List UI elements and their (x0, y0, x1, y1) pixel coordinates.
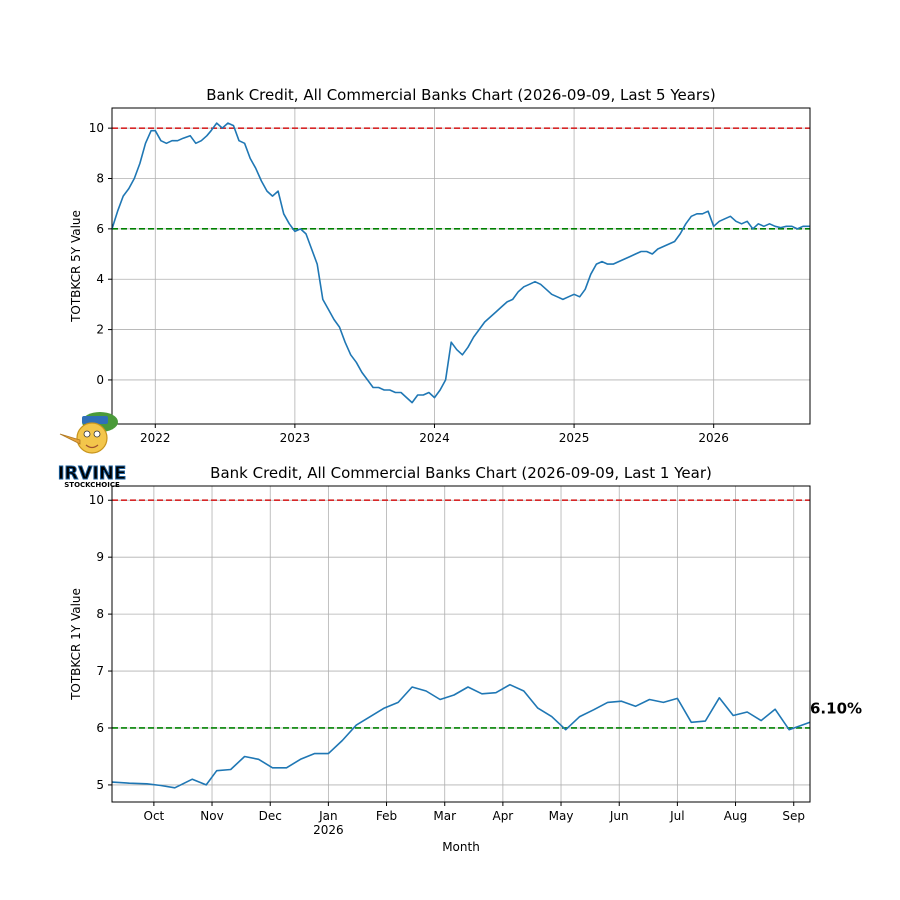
y-tick-label: 6 (96, 721, 104, 735)
logo-nose-icon (59, 433, 81, 445)
x-tick-label: Jun (609, 809, 629, 823)
x-tick-label: May (549, 809, 574, 823)
x-tick-label: Dec (259, 809, 282, 823)
plot-frame (111, 485, 811, 803)
x-tick-label: Sep (782, 809, 805, 823)
y-axis-label: TOTBKCR 5Y Value (69, 210, 83, 323)
x-tick-label: Feb (376, 809, 397, 823)
x-tick-label: Apr (492, 809, 513, 823)
y-tick-label: 4 (96, 272, 104, 286)
logo-subtext: STOCKCHOICE (64, 481, 120, 489)
y-tick-label: 10 (89, 121, 104, 135)
x-tick-label: Nov (200, 809, 223, 823)
y-tick-label: 7 (96, 664, 104, 678)
series-line (111, 683, 811, 789)
x-tick-label: Oct (144, 809, 165, 823)
logo-face-icon (76, 422, 108, 454)
y-tick-label: 8 (96, 172, 104, 186)
x-tick-label: 2024 (419, 431, 450, 445)
y-tick-label: 10 (89, 493, 104, 507)
x-tick-label: 2022 (140, 431, 171, 445)
logo-text: IRVINE (58, 463, 127, 484)
chart-title: Bank Credit, All Commercial Banks Chart … (206, 86, 716, 104)
x-tick-label: 2026 (698, 431, 729, 445)
x-tick-label: Mar (433, 809, 456, 823)
x-tick-label: Jan (318, 809, 338, 823)
x-tick-sublabel: 2026 (313, 823, 344, 837)
last-value-label: 6.10% (810, 699, 862, 717)
x-tick-label: Jul (669, 809, 684, 823)
logo-eye-icon (93, 430, 101, 438)
chart-title: Bank Credit, All Commercial Banks Chart … (210, 464, 712, 482)
x-axis-label: Month (442, 840, 480, 854)
logo-eye-icon (83, 430, 91, 438)
x-tick-label: Aug (724, 809, 747, 823)
series-line (111, 122, 810, 404)
y-tick-label: 9 (96, 550, 104, 564)
logo-hat-band-icon (82, 416, 108, 424)
y-axis-label: TOTBKCR 1Y Value (69, 588, 83, 701)
plot-frame (111, 107, 811, 425)
y-tick-label: 2 (96, 323, 104, 337)
x-tick-label: 2023 (280, 431, 311, 445)
chart-1: 0 2 4 6 8 10 2022 2023 2024 2025 2026 Bank Credit, … (69, 86, 811, 445)
x-tick-label: 2025 (559, 431, 590, 445)
y-tick-label: 6 (96, 222, 104, 236)
logo-mouth-icon (85, 444, 99, 449)
y-tick-label: 5 (96, 778, 104, 792)
y-tick-label: 8 (96, 607, 104, 621)
y-tick-label: 0 (96, 373, 104, 387)
